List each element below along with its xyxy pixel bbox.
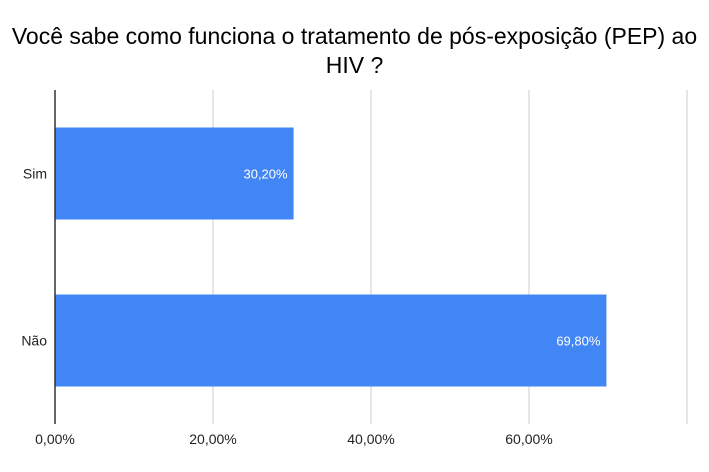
data-label: 69,80% (556, 334, 601, 349)
bar-nao (55, 294, 607, 387)
x-tick-label: 40,00% (347, 431, 394, 447)
bars (55, 127, 607, 387)
data-label: 30,20% (243, 167, 288, 182)
category-label: Não (21, 333, 47, 349)
x-tick-label: 0,00% (35, 431, 75, 447)
x-tick-label: 60,00% (505, 431, 552, 447)
labels: Sim 30,20% Não 69,80% 0,00% 20,00% 40,00% 60,00… (21, 166, 601, 448)
category-label: Sim (23, 166, 47, 182)
x-tick-label: 20,00% (189, 431, 236, 447)
bar-sim (55, 127, 294, 220)
chart-title: Você sabe como funciona o tratamento de … (11, 23, 698, 78)
